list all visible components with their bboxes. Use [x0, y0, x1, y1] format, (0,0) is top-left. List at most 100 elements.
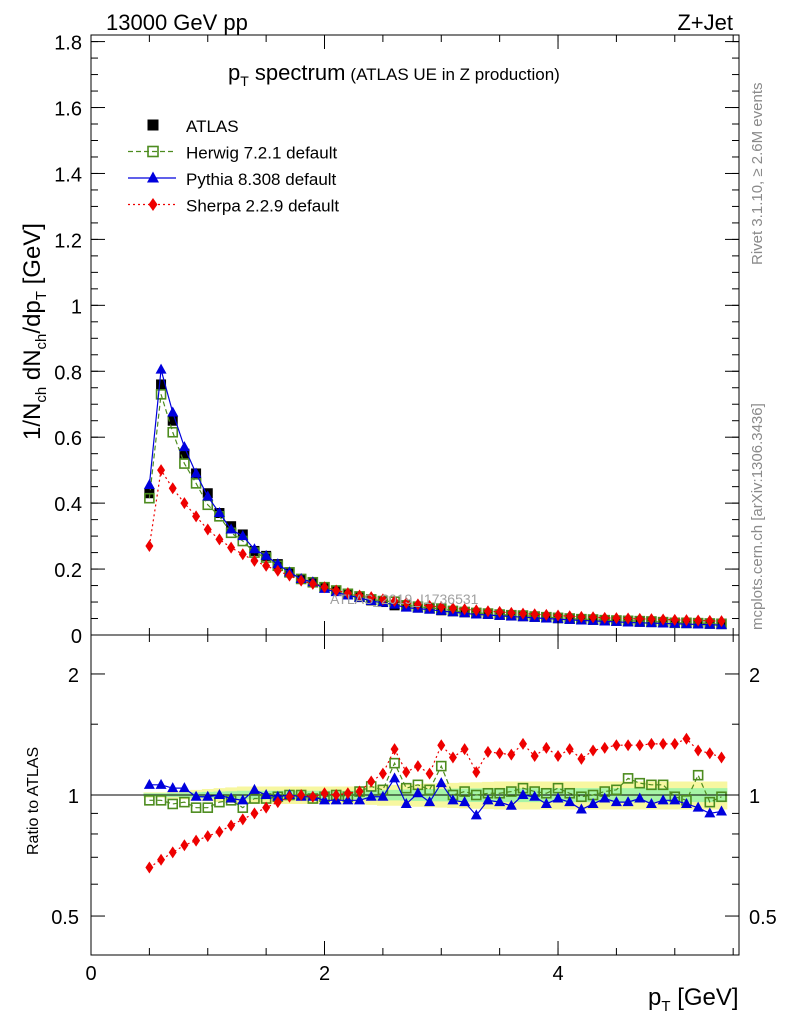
- ratio-sherpa-2-2-9-default-point: [460, 743, 469, 756]
- ratio-sherpa-2-2-9-default-point: [262, 801, 271, 814]
- ratio-sherpa-2-2-9-default-point: [355, 785, 364, 798]
- y-tick-label: 0.8: [54, 362, 82, 384]
- ratio-y-tick-label-right: 2: [749, 665, 760, 687]
- ratio-sherpa-2-2-9-default-point: [635, 739, 644, 752]
- ratio-sherpa-2-2-9-default-point: [273, 796, 282, 809]
- ratio-pythia-8-308-default-point: [202, 790, 214, 801]
- ratio-sherpa-2-2-9-default-point: [554, 750, 563, 763]
- upper-sherpa-2-2-9-default-point: [238, 548, 247, 561]
- upper-sherpa-2-2-9-default-point: [332, 584, 341, 597]
- ratio-pythia-8-308-default-point: [342, 794, 354, 805]
- ratio-pythia-8-308-default-point: [155, 778, 167, 789]
- ratio-sherpa-2-2-9-default-point: [227, 819, 236, 832]
- upper-sherpa-2-2-9-default-point: [483, 605, 492, 618]
- ratio-herwig-7-2-1-default-point: [202, 802, 214, 813]
- ratio-pythia-8-308-default-point: [517, 789, 529, 799]
- upper-pythia-8-308-default-point: [260, 549, 272, 560]
- upper-sherpa-2-2-9-default-point: [227, 541, 236, 554]
- upper-atlas-point: [156, 379, 167, 390]
- y-tick-label: 1.4: [54, 164, 82, 186]
- upper-y-label: 1/Nch dNch/dpT [GeV]: [19, 223, 50, 440]
- ratio-herwig-7-2-1-default-point: [622, 773, 634, 784]
- ratio-sherpa-2-2-9-default-point: [250, 807, 259, 820]
- ratio-pythia-8-308-default-point: [692, 801, 704, 812]
- ratio-sherpa-2-2-9-default-point: [624, 739, 633, 752]
- ratio-sherpa-2-2-9-default-point: [402, 766, 411, 779]
- upper-sherpa-2-2-9-default-point: [343, 587, 352, 600]
- ratio-sherpa-2-2-9-default-point: [437, 739, 446, 752]
- upper-sherpa-2-2-9-default-point: [215, 533, 224, 546]
- ratio-sherpa-2-2-9-default-point: [472, 766, 481, 779]
- ratio-sherpa-2-2-9-default-point: [203, 830, 212, 843]
- mcplots-label: mcplots.cern.ch [arXiv:1306.3436]: [749, 403, 766, 630]
- ratio-sherpa-2-2-9-default-point: [705, 747, 714, 760]
- ratio-herwig-7-2-1-default-point: [155, 795, 167, 806]
- upper-herwig-7-2-1-default-line: [148, 394, 722, 625]
- legend-marker-pythia-8-308-default: [147, 171, 159, 183]
- ratio-sherpa-2-2-9-default-point: [717, 751, 726, 764]
- upper-sherpa-2-2-9-default-point: [589, 611, 598, 624]
- upper-sherpa-2-2-9-default-point: [448, 602, 457, 615]
- ratio-pythia-8-308-default-point: [459, 796, 471, 807]
- ratio-y-tick-label: 0.5: [51, 907, 79, 929]
- ratio-pythia-8-308-default-point: [610, 796, 622, 807]
- ratio-sherpa-2-2-9-default-point: [238, 813, 247, 826]
- upper-sherpa-2-2-9-default-point: [717, 615, 726, 628]
- lower-series-layer: [143, 732, 727, 874]
- y-tick-label: 0.4: [54, 494, 82, 516]
- ratio-pythia-8-308-default-point: [575, 803, 587, 814]
- ratio-pythia-8-308-default-point: [669, 794, 681, 805]
- ratio-herwig-7-2-1-default-point: [716, 791, 727, 803]
- upper-pythia-8-308-default-point: [190, 467, 202, 478]
- ratio-herwig-7-2-1-default-point: [506, 786, 517, 797]
- upper-sherpa-2-2-9-default-point: [472, 604, 481, 617]
- plot-title: pT spectrum (ATLAS UE in Z production): [228, 60, 560, 89]
- ratio-pythia-8-308-default-point: [470, 809, 482, 820]
- legend-marker-atlas: [147, 119, 159, 131]
- upper-sherpa-2-2-9-default-point: [495, 605, 504, 618]
- upper-atlas-point: [167, 415, 178, 426]
- y-tick-label: 1.6: [54, 99, 82, 121]
- ratio-sherpa-2-2-9-default-point: [600, 741, 609, 754]
- upper-sherpa-2-2-9-default-point: [635, 612, 644, 625]
- ratio-herwig-7-2-1-default-point: [400, 782, 412, 794]
- upper-herwig-7-2-1-default-point: [167, 426, 179, 438]
- ratio-herwig-7-2-1-default-point: [576, 791, 587, 803]
- ratio-sherpa-2-2-9-default-point: [343, 787, 352, 800]
- ratio-pythia-8-308-default-point: [634, 792, 646, 803]
- upper-sherpa-2-2-9-default-point: [682, 614, 691, 627]
- x-tick-label: 4: [552, 963, 563, 985]
- ratio-herwig-7-2-1-default-point: [144, 795, 155, 806]
- ratio-herwig-7-2-1-default-point: [389, 757, 400, 769]
- upper-sherpa-2-2-9-default-point: [157, 464, 166, 477]
- upper-sherpa-2-2-9-default-point: [519, 607, 527, 620]
- upper-sherpa-2-2-9-default-point: [694, 614, 703, 627]
- ratio-herwig-7-2-1-default-point: [249, 793, 260, 804]
- ratio-pythia-8-308-default-point: [494, 796, 506, 807]
- ratio-herwig-7-2-1-default-point: [611, 784, 622, 796]
- x-tick-label: 0: [85, 963, 96, 985]
- upper-sherpa-2-2-9-default-point: [168, 482, 177, 495]
- ratio-herwig-7-2-1-default-point: [167, 798, 179, 810]
- upper-sherpa-2-2-9-default-point: [530, 608, 539, 621]
- ratio-sherpa-2-2-9-default-point: [145, 861, 154, 874]
- ratio-y-tick-label: 2: [68, 665, 79, 687]
- upper-sherpa-2-2-9-default-point: [577, 610, 586, 623]
- x-axis-label: pT [GeV]: [648, 984, 739, 1015]
- ratio-herwig-7-2-1-default-point: [646, 779, 657, 791]
- ratio-sherpa-2-2-9-default-point: [565, 743, 574, 756]
- ratio-herwig-7-2-1-default-point: [657, 779, 669, 791]
- ratio-herwig-7-2-1-default-line: [149, 761, 722, 809]
- legend-label-herwig-7-2-1-default: Herwig 7.2.1 default: [186, 144, 337, 163]
- ratio-pythia-8-308-default-point: [400, 797, 412, 808]
- ratio-pythia-8-308-default-point: [319, 794, 331, 805]
- ratio-sherpa-2-2-9-default-point: [297, 789, 306, 801]
- ratio-sherpa-2-2-9-default-point: [425, 767, 434, 780]
- ratio-sherpa-2-2-9-default-point: [530, 750, 539, 763]
- upper-pythia-8-308-default-point: [248, 543, 260, 554]
- upper-pythia-8-308-default-point: [143, 479, 155, 489]
- ratio-y-tick-label-right: 0.5: [749, 907, 777, 929]
- ratio-sherpa-2-2-9-default-point: [215, 825, 224, 838]
- upper-sherpa-2-2-9-default-point: [402, 597, 411, 610]
- ratio-sherpa-2-2-9-default-point: [694, 744, 703, 757]
